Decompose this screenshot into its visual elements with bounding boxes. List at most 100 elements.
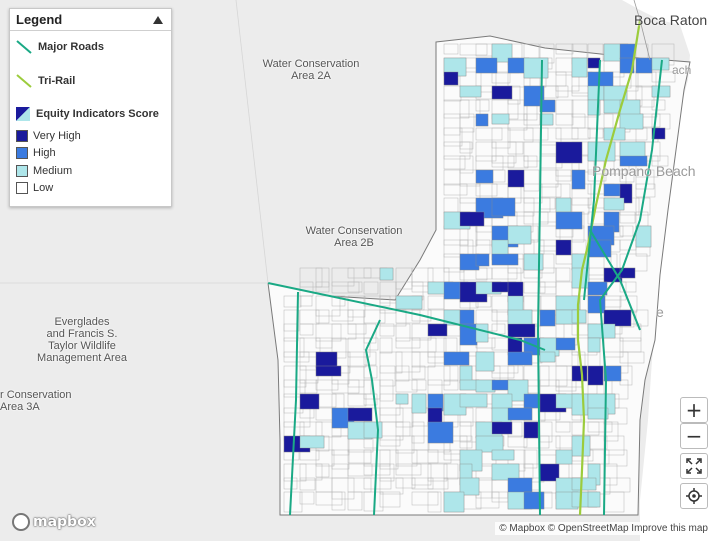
equity-tract[interactable] — [427, 323, 448, 337]
equity-tract[interactable] — [587, 281, 608, 296]
equity-tract[interactable] — [619, 57, 635, 74]
equity-tract[interactable] — [299, 393, 320, 410]
equity-tract[interactable] — [587, 85, 605, 101]
equity-tract[interactable] — [491, 253, 519, 266]
equity-tract[interactable] — [555, 337, 576, 351]
equity-tract[interactable] — [475, 435, 504, 453]
fullscreen-button[interactable] — [680, 453, 708, 479]
equity-tract[interactable] — [491, 421, 513, 435]
equity-tract[interactable] — [651, 127, 666, 140]
equity-tract[interactable] — [459, 211, 485, 227]
equity-tract[interactable] — [507, 407, 533, 421]
equity-tract[interactable] — [587, 365, 604, 386]
mapbox-logo[interactable]: mapbox — [12, 513, 96, 531]
equity-tract[interactable] — [587, 141, 616, 162]
locate-button[interactable] — [680, 483, 708, 509]
equity-tract[interactable] — [619, 141, 646, 159]
equity-tract[interactable] — [411, 393, 427, 414]
equity-tract[interactable] — [491, 393, 513, 410]
equity-tract[interactable] — [507, 379, 529, 402]
equity-tract[interactable] — [379, 267, 394, 281]
parcel-outline — [395, 449, 418, 467]
equity-tract[interactable] — [395, 295, 423, 310]
equity-tract[interactable] — [443, 491, 465, 513]
equity-tract[interactable] — [571, 477, 597, 491]
equity-tract[interactable] — [491, 43, 513, 63]
equity-tract[interactable] — [491, 113, 510, 125]
equity-tract[interactable] — [459, 393, 488, 408]
equity-tract[interactable] — [571, 365, 588, 382]
equity-tract[interactable] — [299, 435, 325, 449]
equity-tract[interactable] — [555, 239, 572, 256]
equity-tract[interactable] — [475, 113, 489, 127]
major-road — [267, 282, 546, 351]
equity-tract[interactable] — [427, 421, 454, 444]
equity-tract[interactable] — [571, 57, 588, 78]
equity-tract[interactable] — [475, 323, 489, 343]
equity-tract[interactable] — [635, 57, 653, 74]
equity-tract[interactable] — [523, 253, 544, 271]
equity-tract[interactable] — [555, 449, 573, 465]
equity-tract[interactable] — [555, 141, 583, 164]
equity-tract[interactable] — [443, 71, 459, 86]
equity-tract[interactable] — [523, 85, 545, 107]
equity-tract[interactable] — [475, 253, 490, 267]
equity-tract[interactable] — [475, 351, 495, 372]
equity-tract[interactable] — [539, 99, 556, 113]
equity-tract[interactable] — [587, 71, 614, 88]
mapbox-logo-text: mapbox — [33, 514, 96, 530]
equity-tract[interactable] — [507, 169, 525, 188]
equity-tract[interactable] — [651, 85, 671, 98]
equity-tract[interactable] — [603, 309, 632, 327]
collapse-caret-icon[interactable] — [153, 15, 163, 24]
equity-tract[interactable] — [523, 57, 549, 79]
equity-tract[interactable] — [475, 57, 498, 74]
equity-tract[interactable] — [539, 309, 556, 327]
equity-tract[interactable] — [555, 211, 583, 230]
equity-tract[interactable] — [571, 169, 586, 190]
equity-tract[interactable] — [571, 435, 591, 457]
equity-tract[interactable] — [635, 225, 652, 248]
equity-tract[interactable] — [315, 365, 342, 377]
equity-tract[interactable] — [603, 365, 622, 382]
equity-tract[interactable] — [587, 239, 612, 258]
equity-tract[interactable] — [619, 43, 636, 60]
equity-tract[interactable] — [507, 225, 532, 245]
equity-tract[interactable] — [459, 85, 482, 98]
equity-tract[interactable] — [555, 197, 572, 213]
equity-tract[interactable] — [587, 295, 606, 314]
equity-tract[interactable] — [523, 491, 545, 510]
equity-tract[interactable] — [571, 393, 589, 416]
equity-tract[interactable] — [363, 421, 383, 439]
equity-tract[interactable] — [587, 491, 601, 508]
legend-header[interactable]: Legend — [10, 9, 171, 31]
equity-tract[interactable] — [587, 407, 609, 420]
zoom-out-button[interactable]: − — [680, 423, 708, 449]
equity-tract[interactable] — [443, 351, 470, 366]
equity-tract[interactable] — [475, 169, 494, 184]
equity-tract[interactable] — [315, 351, 338, 369]
equity-tract[interactable] — [507, 323, 536, 338]
equity-tract[interactable] — [523, 421, 539, 439]
equity-tract[interactable] — [603, 197, 625, 211]
equity-tract[interactable] — [491, 197, 516, 217]
equity-tract[interactable] — [491, 85, 513, 100]
parcel-outline — [379, 379, 394, 402]
equity-tract[interactable] — [619, 155, 648, 167]
equity-tract[interactable] — [491, 449, 515, 461]
equity-tract[interactable] — [619, 113, 644, 130]
equity-tract[interactable] — [555, 295, 581, 311]
equity-tract[interactable] — [539, 113, 554, 126]
equity-tract[interactable] — [587, 337, 601, 353]
equity-tract[interactable] — [395, 393, 409, 405]
equity-tract[interactable] — [459, 477, 480, 496]
equity-tract[interactable] — [539, 351, 556, 363]
equity-tract[interactable] — [491, 463, 520, 481]
equity-tract[interactable] — [507, 351, 533, 366]
equity-tract[interactable] — [347, 407, 373, 422]
attribution[interactable]: © Mapbox © OpenStreetMap Improve this ma… — [495, 522, 712, 535]
parcel-outline — [459, 183, 481, 204]
equity-tract[interactable] — [587, 57, 601, 69]
zoom-in-button[interactable]: + — [680, 397, 708, 423]
